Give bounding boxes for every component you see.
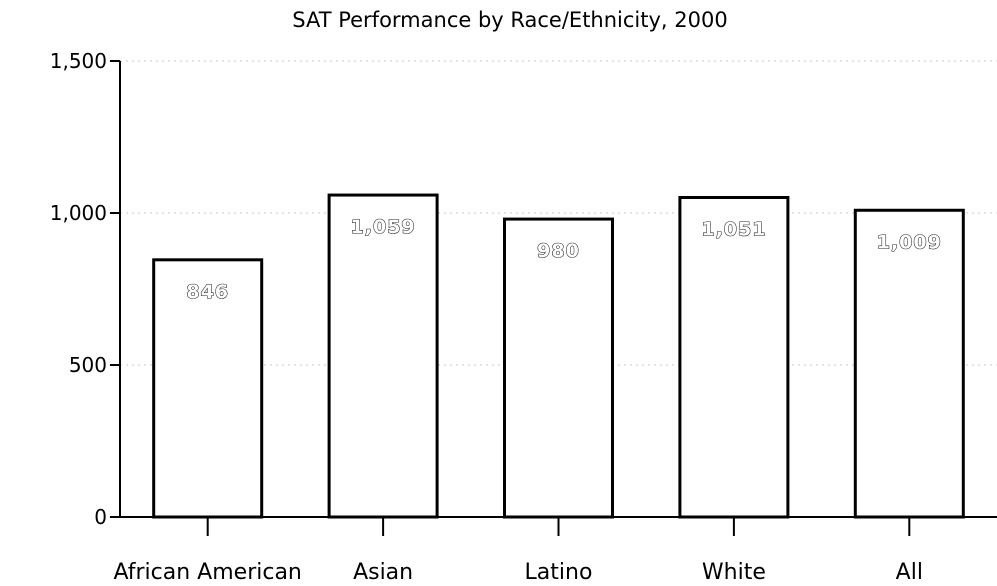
x-tick-label-white: White (702, 560, 766, 585)
bar-white (678, 195, 790, 519)
data-labels: 846 1,059 980 1,051 1,009 (186, 216, 942, 304)
x-tick-label-latino: Latino (525, 560, 593, 585)
x-tick-label-all: All (896, 560, 923, 585)
data-label-latino: 980 (537, 240, 580, 262)
x-tick-label-asian: Asian (353, 560, 413, 585)
bar-all (853, 208, 965, 519)
data-label-white: 1,051 (701, 218, 766, 240)
x-axis-ticks: African American Asian Latino White All (114, 517, 923, 585)
y-tick-label: 1,000 (50, 201, 107, 225)
bar-latino (503, 217, 614, 519)
data-label-all: 1,009 (877, 231, 942, 253)
y-axis-ticks: 0 500 1,000 1,500 (50, 49, 120, 529)
x-tick-label-african-american: African American (114, 560, 302, 585)
y-tick-label: 1,500 (50, 49, 107, 73)
chart-title: SAT Performance by Race/Ethnicity, 2000 (292, 8, 727, 32)
data-label-asian: 1,059 (351, 216, 416, 238)
y-tick-label: 500 (69, 353, 107, 377)
data-label-african-american: 846 (186, 281, 229, 303)
bar-asian (327, 193, 439, 519)
y-tick-label: 0 (94, 505, 107, 529)
